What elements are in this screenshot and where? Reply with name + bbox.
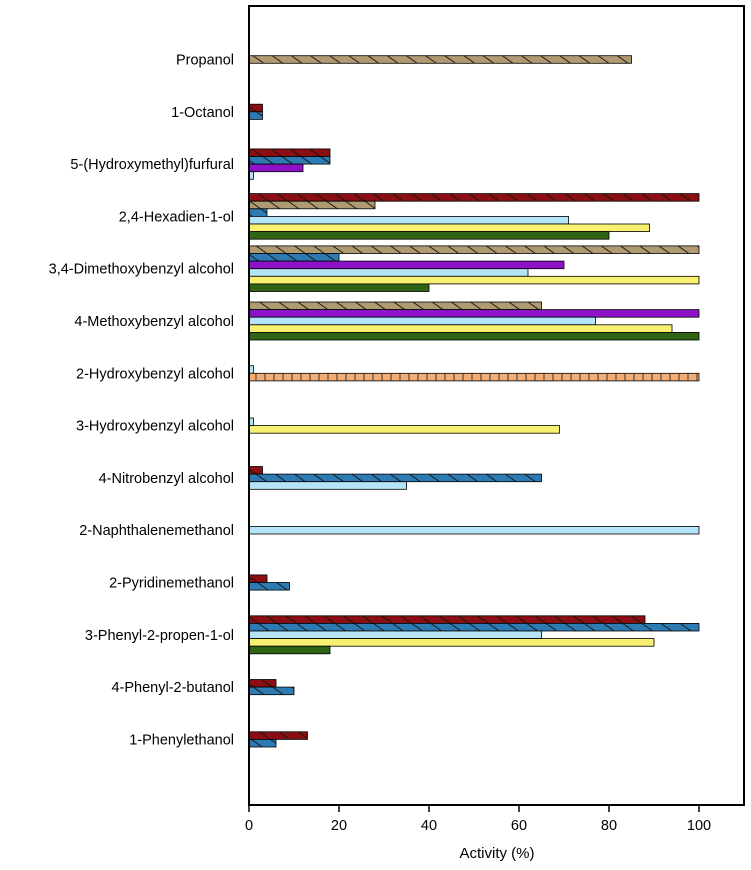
category-label-3-phenyl-2-propen-1-ol: 3-Phenyl-2-propen-1-ol [85, 628, 234, 644]
category-label-4-nitrobenzyl-alcohol: 4-Nitrobenzyl alcohol [99, 471, 234, 487]
bar-1-phenylethanol-series-3 [248, 739, 277, 748]
x-axis: 0 20 40 60 80 100 [245, 806, 711, 834]
bar-2-4-hexadien-1-ol-series-2 [248, 200, 376, 210]
bar-5-hydroxymethyl-furfural-series-1 [248, 148, 331, 157]
bar-4-phenyl-2-butanol-series-1 [248, 679, 277, 688]
bar-4-methoxybenzyl-alcohol-series-4 [248, 309, 700, 318]
x-tick-label-80: 80 [601, 818, 617, 834]
bar-1-octanol-series-3 [248, 111, 263, 120]
x-axis-label: Activity (%) [460, 845, 535, 862]
category-label-4-methoxybenzyl-alcohol: 4-Methoxybenzyl alcohol [74, 314, 234, 330]
bar-3-4-dimethoxybenzyl-alcohol-series-3 [248, 253, 340, 262]
category-label-2-4-hexadien-1-ol: 2,4-Hexadien-1-ol [119, 209, 234, 225]
category-labels: Propanol 1-Octanol 5-(Hydroxymethyl)furfur… [49, 53, 234, 749]
bar-2-pyridinemethanol-series-3 [248, 582, 290, 591]
bar-2-4-hexadien-1-ol-series-1 [248, 193, 700, 202]
category-label-3-hydroxybenzyl-alcohol: 3-Hydroxybenzyl alcohol [76, 419, 234, 435]
bar-4-nitrobenzyl-alcohol-series-5 [248, 481, 407, 490]
bar-3-4-dimethoxybenzyl-alcohol-series-4 [248, 260, 565, 270]
bar-2-pyridinemethanol-series-1 [248, 574, 268, 583]
bars-layer [248, 55, 700, 748]
bar-5-hydroxymethyl-furfural-series-3 [248, 156, 331, 165]
category-label-propanol: Propanol [176, 53, 234, 69]
x-tick-label-20: 20 [331, 818, 347, 834]
bar-3-phenyl-2-propen-1-ol-series-7 [248, 638, 655, 647]
bar-4-methoxybenzyl-alcohol-series-8 [248, 331, 700, 341]
x-tick-label-0: 0 [245, 818, 253, 834]
category-label-1-phenylethanol: 1-Phenylethanol [129, 732, 234, 748]
bar-4-nitrobenzyl-alcohol-series-1 [248, 466, 263, 475]
category-label-3-4-dimethoxybenzyl-alcohol: 3,4-Dimethoxybenzyl alcohol [49, 262, 234, 278]
plot-frame [248, 5, 745, 806]
bar-3-4-dimethoxybenzyl-alcohol-series-7 [248, 275, 700, 285]
bar-5-hydroxymethyl-furfural-series-4 [248, 163, 304, 173]
bar-4-methoxybenzyl-alcohol-series-5 [248, 316, 596, 326]
bar-1-octanol-series-1 [248, 103, 263, 113]
category-label-2-naphthalenemethanol: 2-Naphthalenemethanol [79, 523, 234, 539]
bar-2-4-hexadien-1-ol-series-8 [248, 231, 610, 240]
bar-3-4-dimethoxybenzyl-alcohol-series-5 [248, 268, 529, 277]
bar-3-4-dimethoxybenzyl-alcohol-series-8 [248, 283, 430, 292]
bar-3-phenyl-2-propen-1-ol-series-5 [248, 630, 542, 639]
category-label-5-hydroxymethyl-furfural: 5-(Hydroxymethyl)furfural [70, 157, 234, 173]
bar-3-hydroxybenzyl-alcohol-series-7 [248, 425, 560, 434]
category-label-2-pyridinemethanol: 2-Pyridinemethanol [109, 576, 234, 592]
bar-4-phenyl-2-butanol-series-3 [248, 686, 295, 696]
bar-2-naphthalenemethanol-series-5 [248, 526, 700, 535]
bar-2-4-hexadien-1-ol-series-5 [248, 215, 569, 225]
bar-4-methoxybenzyl-alcohol-series-7 [248, 324, 673, 333]
bar-4-methoxybenzyl-alcohol-series-2 [248, 301, 542, 310]
category-label-2-hydroxybenzyl-alcohol: 2-Hydroxybenzyl alcohol [76, 366, 234, 382]
x-tick-label-100: 100 [687, 818, 711, 834]
category-label-4-phenyl-2-butanol: 4-Phenyl-2-butanol [111, 680, 234, 696]
x-tick-label-40: 40 [421, 818, 437, 834]
bar-1-phenylethanol-series-1 [248, 731, 308, 740]
bar-propanol-series-2 [248, 55, 632, 64]
bar-2-hydroxybenzyl-alcohol-series-6 [248, 372, 700, 382]
bar-3-phenyl-2-propen-1-ol-series-1 [248, 615, 646, 624]
bar-3-4-dimethoxybenzyl-alcohol-series-2 [248, 245, 700, 254]
bar-3-phenyl-2-propen-1-ol-series-3 [248, 623, 700, 632]
category-label-1-octanol: 1-Octanol [171, 105, 234, 121]
bar-2-4-hexadien-1-ol-series-7 [248, 223, 650, 232]
bar-2-4-hexadien-1-ol-series-3 [248, 208, 268, 217]
x-tick-label-60: 60 [511, 818, 527, 834]
bar-4-nitrobenzyl-alcohol-series-3 [248, 473, 542, 483]
bar-3-phenyl-2-propen-1-ol-series-8 [248, 645, 331, 655]
